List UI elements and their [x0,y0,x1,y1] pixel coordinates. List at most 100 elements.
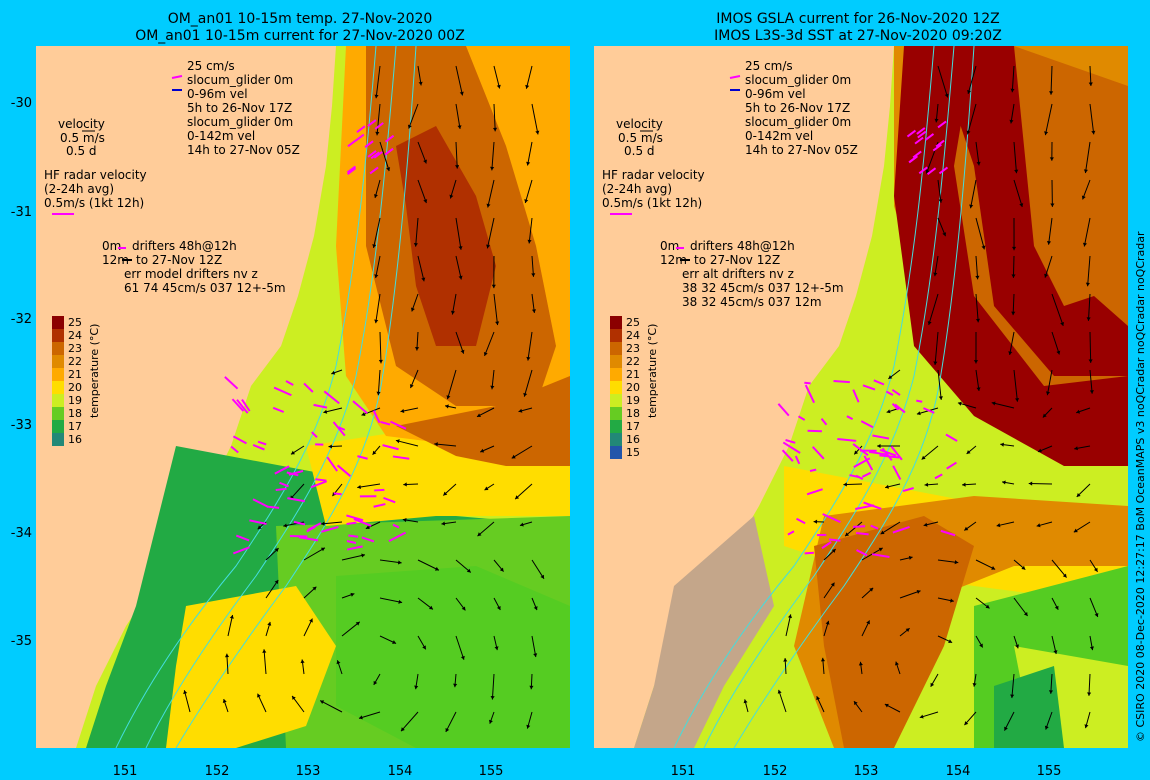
current-arrowhead [320,700,325,705]
current-arrowhead [1045,391,1051,396]
current-arrowhead [357,484,361,490]
glider1-time: 5h to 26-Nov 17Z [187,101,293,115]
current-arrow [493,103,496,132]
current-arrow [455,141,458,169]
current-arrowhead [331,370,336,375]
current-arrowhead [919,714,924,719]
current-arrowhead [421,277,426,282]
current-arrow [937,65,949,98]
current-arrowhead [373,680,378,685]
current-arrow [484,331,495,357]
current-arrowhead [923,522,928,527]
current-arrow [511,445,533,459]
hf-label: HF radar velocity [44,168,147,182]
colorbar-swatch [52,433,64,446]
hf-radar-arrow [820,417,828,426]
hf-radar-arrow [357,455,368,460]
current-arrowhead [933,272,938,277]
hf-radar-arrow [372,410,381,424]
hf-radar-arrow [863,501,882,510]
current-arrowhead [490,695,495,700]
current-arrowhead [496,84,501,89]
hf-radar-arrow [272,406,285,413]
current-arrow [415,217,419,247]
current-arrowhead [1011,246,1017,251]
err-values: 61 74 45cm/s 037 12+-5m [124,281,286,295]
left-colorbar [52,316,64,446]
current-arrow [491,673,495,700]
hf-radar-arrow [231,398,245,412]
current-arrow [493,293,499,326]
current-arrow [531,103,539,135]
current-arrowhead [845,532,850,537]
hf-radar-arrow [804,551,814,555]
colorbar-swatch [52,329,64,342]
current-arrowhead [409,384,414,389]
current-arrow [916,407,939,415]
current-arrowhead [374,274,379,279]
current-arrowhead [526,724,531,729]
hf-radar-arrow [914,136,924,145]
current-arrowhead [1076,493,1081,497]
glider2-vel: 0-142m vel [745,129,814,143]
current-arrowhead [459,91,464,96]
current-arrowhead [386,167,391,172]
current-arrow [183,690,191,713]
current-arrow [975,141,980,166]
current-arrow [1044,255,1053,278]
current-arrowhead [1049,157,1054,161]
current-arrowhead [413,243,418,247]
hf-radar-arrow [298,536,319,542]
current-arrow [523,369,533,397]
current-arrowhead [526,356,531,361]
hf-scale: 0.5m/s (1kt 12h) [44,196,145,210]
glider2-vel: 0-142m vel [187,129,256,143]
hf-radar-arrow [908,155,918,163]
hf-radar-arrow [266,505,280,509]
hf-radar-arrow [310,480,328,489]
current-arrow [303,547,326,561]
hf-radar-arrow [392,455,410,460]
current-arrow [455,635,465,660]
x-tick: 153 [853,764,879,779]
colorbar-tick-label: 17 [68,420,82,433]
current-arrowhead [966,130,971,135]
hf-radar-arrow [822,513,841,524]
current-arrow [373,217,381,249]
current-arrow [1011,65,1015,93]
hf-radar-vectors [224,119,410,555]
current-arrowhead [224,653,230,658]
colorbar-swatch [52,316,64,329]
current-arrowhead [1010,88,1015,93]
hf-radar-arrow [912,150,922,159]
hf-radar-arrow [367,150,377,158]
current-arrow [934,331,939,366]
hf-radar-arrow [346,540,357,545]
current-arrowhead [1011,311,1016,316]
current-arrowhead [869,587,874,592]
colorbar-tick-label: 24 [68,329,82,342]
current-arrow [341,554,366,561]
current-arrowhead [350,592,355,597]
current-arrowhead [1054,605,1059,610]
colorbar-swatch [610,433,622,446]
current-arrowhead [1015,644,1019,649]
hf-radar-arrow [383,496,396,504]
current-arrow [531,255,534,277]
current-arrowhead [378,359,383,364]
current-arrow [487,179,495,208]
left-title: OM_an01 10-15m temp. 27-Nov-2020 OM_an01… [40,11,560,45]
current-arrowhead [374,319,379,324]
current-arrow [1084,141,1091,174]
current-arrowhead [358,715,363,720]
current-arrowhead [1009,119,1014,124]
current-arrow [1051,559,1067,578]
current-arrow [1082,179,1091,200]
current-arrowhead [976,161,981,166]
current-arrowhead [292,695,296,700]
current-vectors [183,65,545,733]
current-arrowhead [1000,442,1004,447]
hf-radar-arrow [336,464,352,477]
hf-radar-arrow [885,390,894,396]
velocity-label: velocity [616,117,663,131]
